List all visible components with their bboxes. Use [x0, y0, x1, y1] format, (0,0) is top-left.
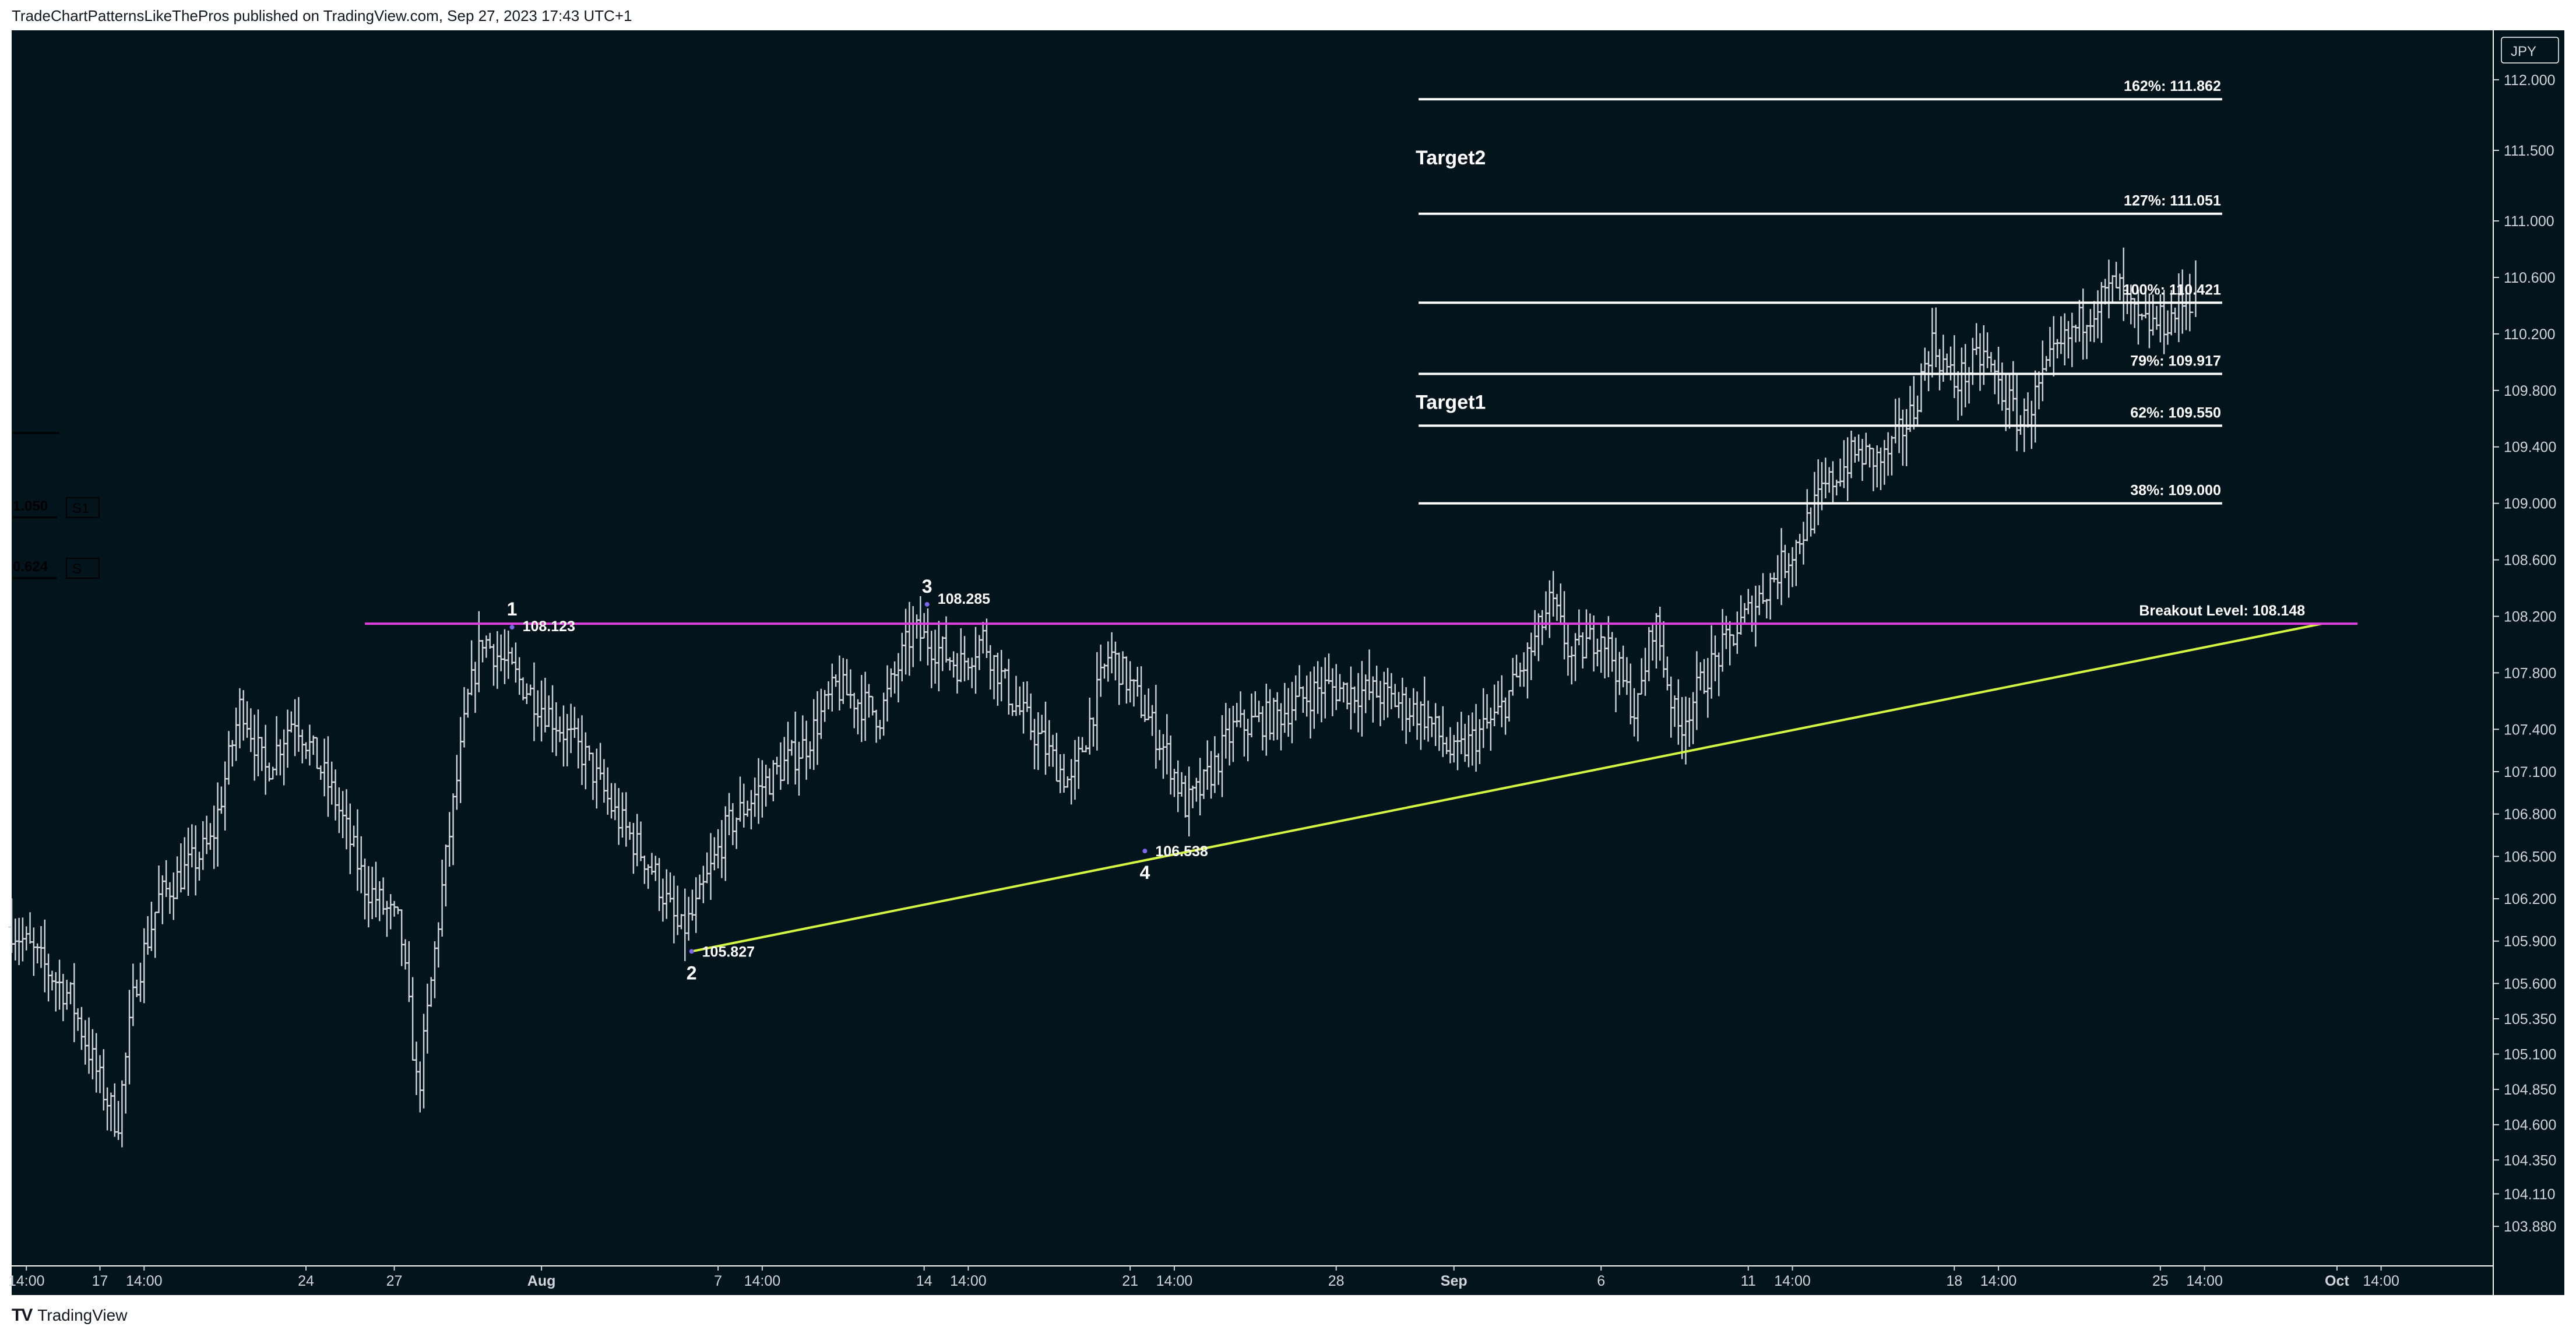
time-tick-label: Aug: [527, 1273, 556, 1289]
price-tick-label: 111.500: [2504, 143, 2554, 159]
time-tick-label: 18: [1946, 1273, 1962, 1289]
currency-label: JPY: [2511, 44, 2536, 59]
time-tick-label: 21: [1122, 1273, 1138, 1289]
time-tick-label: 14:00: [1980, 1273, 2017, 1289]
price-tick-label: 109.000: [2504, 496, 2556, 512]
time-tick-label: Sep: [1441, 1273, 1468, 1289]
price-tick-label: 105.600: [2504, 976, 2556, 992]
time-tick-label: 11: [1741, 1273, 1756, 1289]
pivot-marker: [1142, 849, 1148, 854]
price-tick-label: 112.000: [2504, 72, 2556, 89]
partial-tag-box: [66, 497, 100, 518]
time-tick-label: 14:00: [2186, 1273, 2223, 1289]
tradingview-logo-icon: TV: [12, 1306, 33, 1325]
publication-header: TradeChartPatternsLikeThePros published …: [12, 7, 632, 24]
time-tick-label: Oct: [2325, 1273, 2349, 1289]
time-tick-label: 14:00: [1156, 1273, 1193, 1289]
time-tick-label: 7: [714, 1273, 722, 1289]
price-tick-label: 109.400: [2504, 439, 2556, 456]
price-tick-label: 107.400: [2504, 722, 2556, 738]
pivot-price-label: 108.285: [938, 591, 990, 607]
wave-number-label: 3: [922, 576, 932, 597]
time-tick-label: 14:00: [2363, 1273, 2399, 1289]
partial-tag-label: S1: [72, 501, 89, 516]
price-tick-label: 108.200: [2504, 608, 2556, 625]
partial-value-label: 1.050: [13, 498, 48, 514]
price-tick-label: 106.200: [2504, 891, 2556, 907]
target-label: Target2: [1416, 147, 1486, 169]
time-tick-label: 17: [92, 1273, 108, 1289]
fib-level-label: 127%: 111.051: [2124, 193, 2221, 209]
partial-tag-label: S: [72, 561, 82, 577]
time-axis[interactable]: 14:00 17 14:00 24 27 Aug 7 14:00 14 14:00 21 14:00 2…: [8, 1265, 2493, 1289]
time-tick-label: 14:00: [950, 1273, 987, 1289]
price-tick-label: 105.900: [2504, 934, 2556, 950]
time-tick-label: 14:00: [744, 1273, 781, 1289]
target-label: Target1: [1416, 391, 1486, 413]
annotations: Breakout Level: 108.148 162%: 111.862 127%…: [13, 78, 2358, 983]
time-tick-label: 14: [916, 1273, 932, 1289]
wave-number-label: 1: [507, 599, 518, 620]
pivot-marker: [509, 625, 515, 630]
price-tick-label: 103.880: [2504, 1219, 2556, 1235]
price-tick-label: 109.800: [2504, 383, 2556, 399]
price-bars: [8, 247, 2197, 1148]
time-tick-label: 27: [386, 1273, 403, 1289]
fib-level-label: 38%: 109.000: [2130, 483, 2221, 499]
price-tick-label: 104.850: [2504, 1082, 2556, 1098]
time-tick-label: 28: [1328, 1273, 1345, 1289]
partial-value-label: 0.624: [13, 559, 48, 575]
currency-badge: [2501, 37, 2559, 64]
price-axis[interactable]: JPY 112.000 111.500 111.000 110.600 110.200 10…: [2493, 30, 2559, 1295]
price-tick-label: 105.100: [2504, 1047, 2556, 1063]
price-tick-label: 111.000: [2504, 213, 2554, 230]
price-tick-label: 104.600: [2504, 1117, 2556, 1134]
ascending-trendline: [691, 622, 2322, 953]
fib-level-label: 162%: 111.862: [2124, 78, 2221, 94]
wave-number-label: 4: [1140, 862, 1150, 883]
price-tick-label: 108.600: [2504, 553, 2556, 569]
price-tick-label: 104.110: [2504, 1186, 2556, 1202]
pivot-price-label: 106.538: [1155, 843, 1208, 860]
price-tick-label: 110.600: [2504, 270, 2556, 286]
price-tick-label: 107.800: [2504, 665, 2556, 681]
footer-brand: TradingView: [37, 1306, 128, 1324]
pivot-marker: [924, 601, 930, 607]
pivot-price-label: 108.123: [523, 618, 575, 635]
fib-level-label: 79%: 109.917: [2130, 353, 2221, 369]
footer: TV TradingView: [12, 1306, 127, 1325]
breakout-level-label: Breakout Level: 108.148: [2139, 603, 2305, 619]
partial-tag-box: [66, 557, 100, 579]
time-tick-label: 25: [2152, 1273, 2169, 1289]
price-tick-label: 110.200: [2504, 326, 2556, 343]
time-tick-label: 14:00: [126, 1273, 163, 1289]
pivot-marker: [689, 949, 694, 954]
price-tick-label: 106.800: [2504, 807, 2556, 823]
price-tick-label: 105.350: [2504, 1011, 2556, 1028]
fib-level-label: 62%: 109.550: [2130, 404, 2221, 421]
time-tick-label: 6: [1597, 1273, 1605, 1289]
time-tick-label: 24: [298, 1273, 314, 1289]
price-tick-label: 107.100: [2504, 764, 2556, 780]
fib-level-label: 100%: 110.421: [2123, 282, 2221, 298]
price-tick-label: 104.350: [2504, 1152, 2556, 1169]
time-tick-label: 14:00: [1774, 1273, 1811, 1289]
chart-background: [12, 30, 2564, 1295]
price-tick-label: 106.500: [2504, 849, 2556, 865]
time-tick-label: 14:00: [8, 1273, 45, 1289]
pivot-price-label: 105.827: [702, 944, 755, 960]
wave-number-label: 2: [687, 962, 697, 983]
